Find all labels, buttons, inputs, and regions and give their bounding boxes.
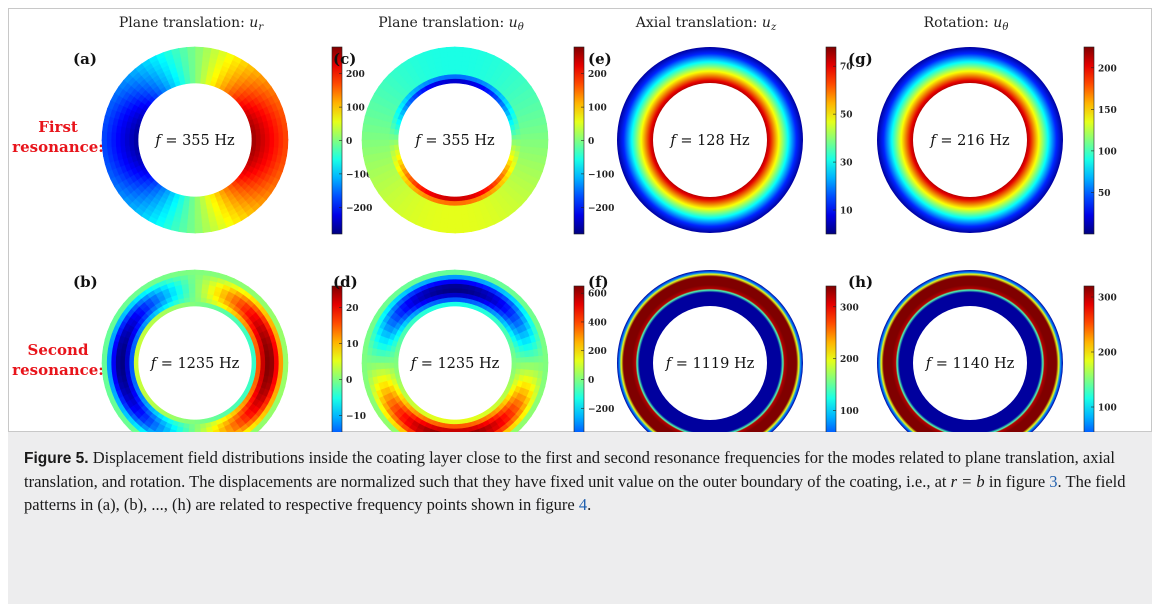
row-label-1-line-1: First [38,118,78,136]
panel-f-colorbar-tick: 200 [840,355,859,365]
panel-d-colorbar-tick: 200 [588,347,607,357]
panel-h-colorbar-tick: 300 [1098,294,1117,304]
panel-f-colorbar-tick: 300 [840,303,859,313]
panel-c-colorbar-tick: 100 [588,104,607,114]
panel-b-frequency: f = 1235 Hz [150,356,240,372]
panel-c: (c) f = 355 Hz 200 100 0 −100 −200 [333,46,614,235]
column-title-3: Axial translation: uz [635,15,777,33]
caption-text-3: . The field patterns in (a), (b), ..., (… [24,472,1126,514]
panel-g-colorbar-tick: 200 [1098,64,1117,74]
panel-a-frequency: f = 355 Hz [154,133,235,149]
panel-g: (g) f = 216 Hz 200 150 100 50 [848,46,1117,235]
panel-a-colorbar-tick: 0 [346,137,352,147]
panel-c-label: (c) [333,50,356,68]
panel-d-colorbar-tick: −200 [588,405,614,415]
caption-figure-ref-3[interactable]: 3 [1049,472,1058,491]
panel-h-colorbar-tick: 200 [1098,349,1117,359]
panel-c-frequency: f = 355 Hz [414,133,495,149]
panel-c-field-ring [361,46,549,234]
panel-e-frequency: f = 128 Hz [669,133,750,149]
panel-d-field-ring [361,269,549,432]
panel-c-colorbar-tick: 0 [588,137,594,147]
panel-a-field-ring [101,46,289,234]
panel-f-frequency: f = 1119 Hz [665,356,755,372]
panel-c-colorbar-tick: −100 [588,170,614,180]
column-title-4: Rotation: uθ [924,15,1009,33]
panel-c-colorbar-tick: −200 [588,204,614,214]
panel-e-colorbar-tick: 70 [840,63,853,73]
caption-text-1: Displacement field distributions inside … [24,448,1115,491]
panel-f-colorbar [825,285,837,432]
panel-b-field-ring [101,269,289,432]
panel-e-colorbar-tick: 50 [840,111,853,121]
panel-a-colorbar-tick: 100 [346,104,365,114]
panel-f: (f) f = 1119 Hz 300 200 100 0 [588,270,859,432]
panel-d-colorbar-tick: 0 [588,376,594,386]
panel-f-label: (f) [588,273,609,291]
panel-f-colorbar-tick: 100 [840,407,859,417]
panel-e: (e) f = 128 Hz 70 50 30 10 [588,46,853,235]
panel-d-frequency: f = 1235 Hz [410,356,500,372]
panel-h-label: (h) [848,273,873,291]
figure-caption: Figure 5. Displacement field distributio… [8,432,1152,604]
caption-text-4: . [587,495,592,514]
panel-e-label: (e) [588,50,612,68]
panel-g-colorbar-tick: 50 [1098,189,1111,199]
panel-g-frequency: f = 216 Hz [929,133,1010,149]
panel-b-colorbar [331,285,343,432]
column-title-1: Plane translation: ur [119,15,264,33]
panel-d-colorbar [573,285,585,432]
panel-e-colorbar [825,46,837,235]
panel-b-colorbar-tick: −10 [346,412,366,422]
row-label-2-line-2: resonance: [12,361,104,379]
caption-figure-ref-4[interactable]: 4 [578,495,588,514]
panel-d-colorbar-tick: 400 [588,318,607,328]
panel-g-colorbar-tick: 100 [1098,147,1117,157]
panel-h-frequency: f = 1140 Hz [925,356,1015,372]
panel-a: (a) f = 355 Hz 200 100 0 −100 −200 [73,46,372,235]
panel-a-colorbar-tick: 200 [346,70,365,80]
panel-b-colorbar-tick: 20 [346,304,359,314]
caption-math: r = b [950,472,985,491]
panel-g-colorbar-tick: 150 [1098,106,1117,116]
figure-plot-area: Plane translation: ur Plane translation: … [12,15,1117,432]
panel-h: (h)f = 1140 Hz3002001000 [848,270,1117,432]
panel-a-colorbar-tick: −100 [346,170,372,180]
panel-e-colorbar-tick: 10 [840,207,853,217]
column-title-2: Plane translation: uθ [378,15,523,33]
panel-g-colorbar [1083,46,1095,235]
panel-b-colorbar-tick: 0 [346,376,352,386]
panel-e-colorbar-tick: 30 [840,159,853,169]
row-label-1-line-2: resonance: [12,138,104,156]
panel-g-label: (g) [848,50,873,68]
panel-a-label: (a) [73,50,97,68]
caption-lead: Figure 5. [24,450,89,467]
panel-c-colorbar-tick: 200 [588,70,607,80]
panel-b-label: (b) [73,273,98,291]
panel-d-label: (d) [333,273,358,291]
panel-h-colorbar-tick: 100 [1098,404,1117,414]
caption-text-2: in figure [984,472,1050,491]
panel-b-colorbar-tick: 10 [346,340,359,350]
panel-d-colorbar-tick: 600 [588,290,607,300]
panel-a-colorbar-tick: −200 [346,204,372,214]
row-label-2-line-1: Second [28,341,89,359]
panel-h-colorbar [1083,285,1095,432]
